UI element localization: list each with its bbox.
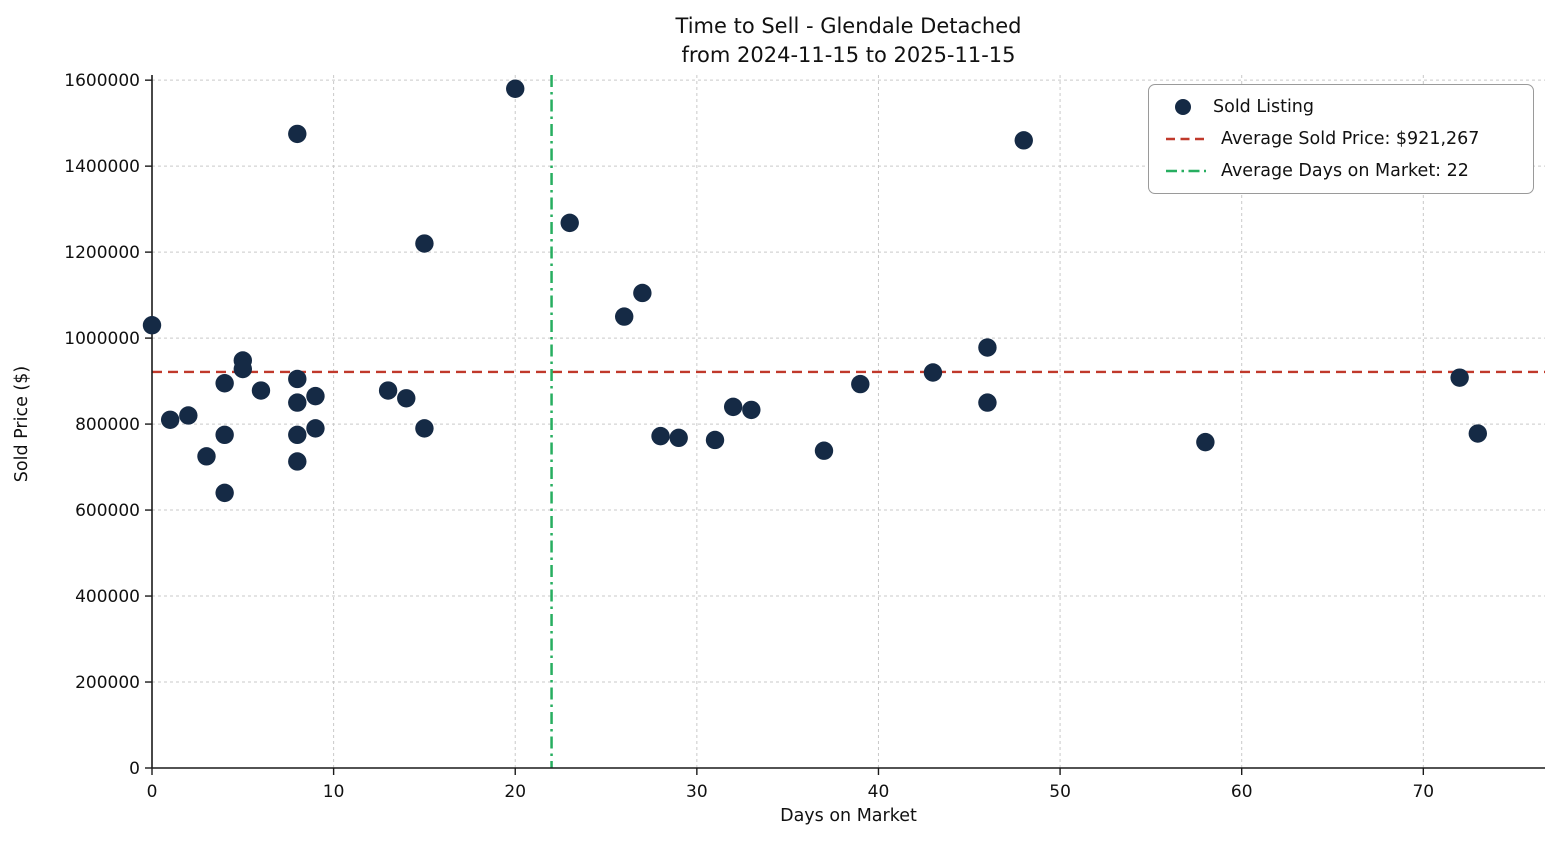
x-tick-label: 10	[323, 782, 345, 802]
data-point	[923, 363, 943, 382]
y-tick-label: 1000000	[64, 329, 140, 349]
data-point	[142, 316, 162, 335]
legend-item-avg-price: Average Sold Price: $921,267	[1165, 129, 1517, 149]
sold-listing-marker-icon	[1175, 99, 1191, 115]
x-axis-label: Days on Market	[780, 806, 917, 826]
y-tick-label: 1600000	[64, 71, 140, 91]
data-point	[251, 381, 271, 400]
data-point	[397, 389, 416, 408]
y-tick-label: 200000	[75, 673, 140, 693]
y-tick-label: 800000	[75, 415, 140, 435]
x-tick-label: 40	[868, 782, 890, 802]
data-point	[978, 338, 997, 357]
data-point	[742, 400, 761, 420]
x-tick-label: 0	[147, 782, 158, 802]
data-point	[615, 307, 634, 326]
data-point	[633, 283, 652, 303]
data-point	[306, 419, 325, 438]
data-point	[1014, 131, 1033, 150]
y-tick-label: 1200000	[64, 243, 140, 263]
data-point	[233, 359, 253, 379]
data-point	[288, 124, 307, 144]
legend-label-sold-listing: Sold Listing	[1213, 97, 1315, 117]
y-tick-label: 600000	[75, 501, 140, 521]
data-point	[415, 419, 434, 438]
avg-dom-dashdot-line-icon	[1166, 169, 1206, 173]
chart-title: Time to Sell - Glendale Detached from 20…	[152, 12, 1545, 70]
legend-item-avg-dom: Average Days on Market: 22	[1165, 161, 1517, 181]
data-point	[651, 426, 670, 446]
data-point	[851, 374, 870, 394]
x-tick-label: 70	[1412, 782, 1434, 802]
data-point	[215, 483, 234, 503]
legend-label-avg-price: Average Sold Price: $921,267	[1221, 129, 1480, 149]
data-point	[669, 428, 688, 448]
x-tick-label: 20	[504, 782, 526, 802]
data-point	[1450, 368, 1469, 387]
x-tick-label: 50	[1049, 782, 1071, 802]
data-point	[288, 452, 307, 471]
legend-label-avg-dom: Average Days on Market: 22	[1221, 161, 1469, 181]
data-point	[814, 441, 834, 460]
avg-price-dashed-line-icon	[1166, 137, 1206, 141]
legend-item-sold-listing: Sold Listing	[1165, 97, 1517, 117]
y-tick-label: 400000	[75, 587, 140, 607]
data-point	[723, 397, 743, 417]
data-point	[506, 79, 525, 98]
chart-legend: Sold Listing Average Sold Price: $921,26…	[1148, 84, 1534, 194]
data-point	[306, 386, 325, 406]
data-point	[160, 410, 180, 429]
data-point	[197, 447, 216, 466]
data-point	[378, 381, 398, 400]
data-point	[1468, 424, 1488, 443]
data-point	[215, 425, 234, 445]
y-tick-label: 1400000	[64, 157, 140, 177]
data-point	[179, 406, 198, 425]
y-axis-label: Sold Price ($)	[12, 365, 32, 483]
data-point	[415, 234, 434, 253]
data-point	[215, 374, 234, 393]
data-point	[288, 393, 307, 412]
data-point	[978, 393, 997, 412]
x-tick-label: 30	[686, 782, 708, 802]
data-point	[1196, 432, 1215, 452]
y-tick-label: 0	[129, 759, 140, 779]
x-tick-label: 60	[1231, 782, 1253, 802]
data-point	[288, 369, 307, 389]
data-point	[560, 213, 579, 233]
chart-title-line2: from 2024-11-15 to 2025-11-15	[681, 43, 1016, 67]
data-point	[288, 425, 307, 445]
chart-title-line1: Time to Sell - Glendale Detached	[675, 14, 1022, 38]
data-point	[705, 430, 725, 450]
